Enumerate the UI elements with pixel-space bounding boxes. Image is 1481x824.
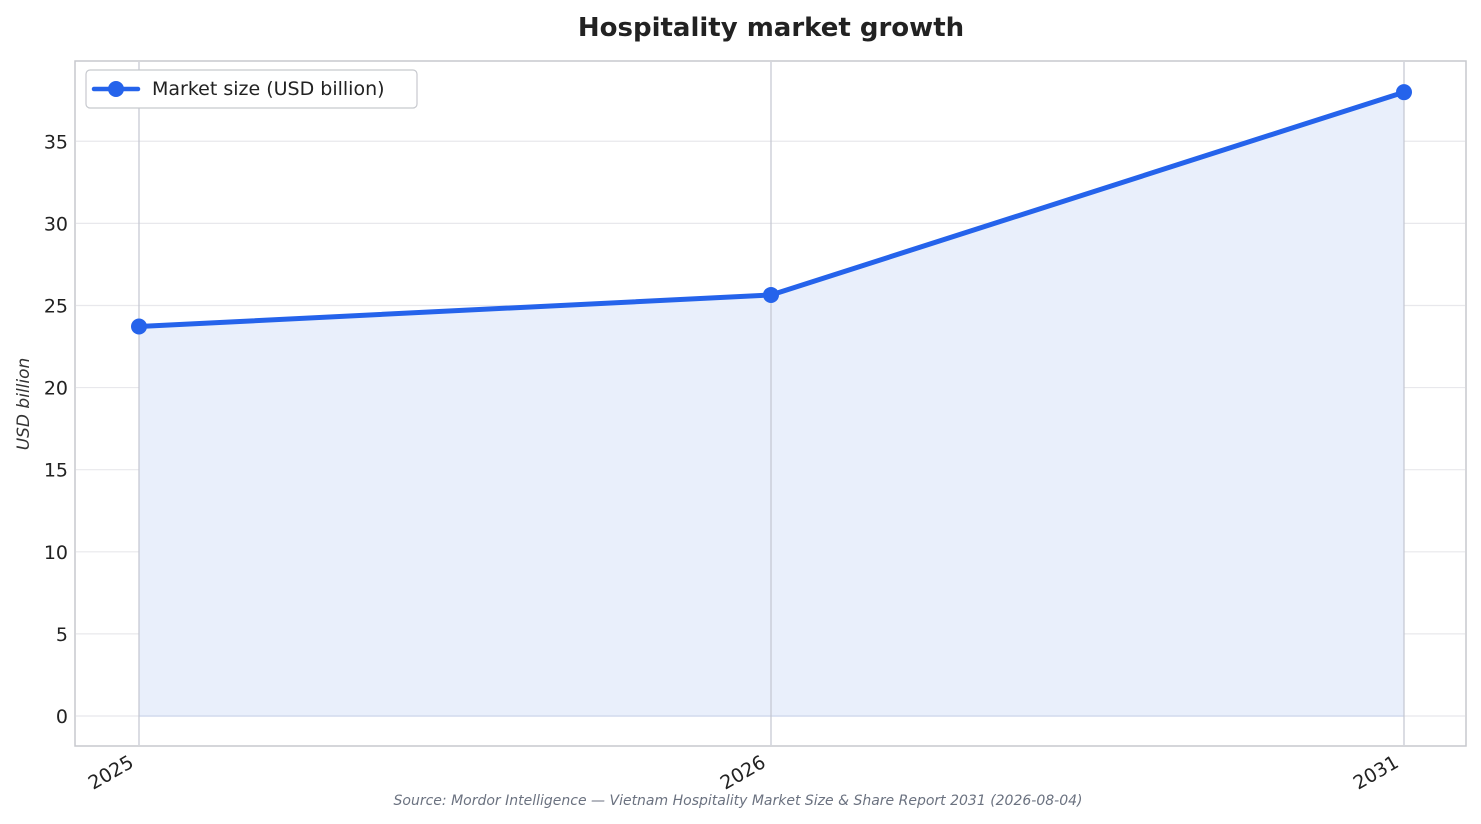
- chart-title: Hospitality market growth: [578, 13, 964, 43]
- legend-marker-swatch: [108, 81, 124, 97]
- data-point: [763, 286, 779, 303]
- y-tick-label: 10: [44, 542, 68, 564]
- x-tick-label: 2026: [717, 751, 770, 794]
- y-tick-labels: 0 5 10 15 20 25 30 35: [44, 131, 68, 728]
- legend: Market size (USD billion): [85, 69, 418, 109]
- source-note: Source: Mordor Intelligence — Vietnam Ho…: [394, 793, 1083, 809]
- y-tick-label: 30: [44, 213, 68, 235]
- y-tick-label: 25: [44, 295, 68, 317]
- y-axis-label: USD billion: [14, 358, 34, 451]
- y-tick-label: 5: [56, 624, 68, 646]
- vline-layer: [138, 62, 1405, 745]
- legend-box: [85, 69, 418, 109]
- data-point: [1396, 84, 1412, 101]
- y-tick-label: 15: [44, 460, 68, 482]
- data-point: [131, 318, 147, 335]
- x-tick-label: 2025: [85, 751, 138, 794]
- point-layer: [131, 84, 1412, 335]
- x-tick-label: 2031: [1350, 751, 1403, 794]
- y-tick-label: 35: [44, 131, 68, 153]
- legend-label: Market size (USD billion): [152, 78, 385, 100]
- y-tick-label: 20: [44, 378, 68, 400]
- y-tick-label: 0: [56, 706, 68, 728]
- x-tick-labels: 2025 2026 2031: [85, 751, 1403, 794]
